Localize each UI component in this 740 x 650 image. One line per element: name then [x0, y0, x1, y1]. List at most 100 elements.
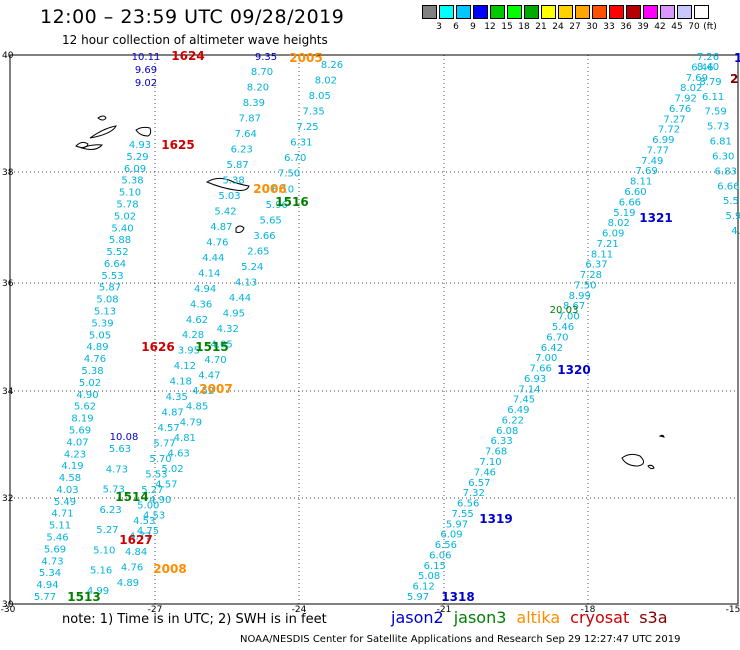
track-value-right: 7.00	[535, 353, 557, 364]
track-value-right-b: 6.81	[710, 137, 732, 148]
track-value-right-b: 5.5	[723, 196, 739, 207]
island-outline	[135, 126, 152, 137]
track-value-right: 7.66	[530, 364, 552, 375]
y-tick-label: 30	[2, 600, 14, 610]
track-value-mid-right: 6.70	[284, 153, 306, 164]
track-value-left-b: 4.73	[106, 464, 128, 475]
track-value-right-b: 8.79	[699, 77, 721, 88]
track-value-left: 5.49	[54, 497, 76, 508]
island-outline	[205, 177, 250, 191]
track-value-mid-right: 5.24	[241, 262, 263, 273]
track-value-left: 5.69	[44, 544, 66, 555]
track-value-left: 5.39	[91, 318, 113, 329]
colorbar-label: 33	[603, 22, 615, 32]
track-value-mid: 5.77	[153, 439, 175, 450]
track-value-mid-right: 4.05	[210, 340, 232, 351]
track-value-left: 5.62	[74, 402, 96, 413]
track-value-left: 5.38	[81, 366, 103, 377]
track-value-right: 8.99	[569, 291, 591, 302]
track-value-right: 5.08	[418, 571, 440, 582]
track-value-right: 7.26	[697, 52, 719, 63]
satellite-legend-item: jason2	[391, 608, 444, 627]
track-value-right: 6.56	[457, 499, 479, 510]
track-value-left: 4.73	[41, 556, 63, 567]
track-value-right-b: 5.9	[726, 211, 740, 222]
colorbar-label: 9	[470, 22, 476, 32]
track-value-right: 8.11	[630, 177, 652, 188]
track-value-right: 7.49	[641, 156, 663, 167]
track-value-right: 6.49	[507, 405, 529, 416]
track-value-left: 5.29	[126, 152, 148, 163]
colorbar-swatch	[694, 5, 709, 19]
track-value-left: 9.02	[135, 78, 157, 89]
track-value-mid: 4.44	[202, 253, 224, 264]
track-value-left-b: 5.10	[93, 545, 115, 556]
track-value-left: 5.53	[101, 271, 123, 282]
track-value-mid: 7.87	[239, 113, 261, 124]
track-value-mid-right: 4.90	[149, 495, 171, 506]
track-value-mid: 3.95	[178, 346, 200, 357]
track-value-left: 4.71	[51, 509, 73, 520]
track-value-left: 4.90	[76, 390, 98, 401]
track-value-mid-right: 4.47	[198, 371, 220, 382]
track-value-right: 7.77	[647, 145, 669, 156]
island-outline	[621, 453, 644, 467]
track-value-right: 6.56	[435, 540, 457, 551]
island-outline	[80, 144, 104, 150]
x-tick-label: -21	[437, 605, 452, 615]
colorbar-label: 18	[518, 22, 530, 32]
track-value-left-b: 5.63	[109, 444, 131, 455]
colorbar-swatch	[592, 5, 607, 19]
track-value-right: 6.08	[496, 426, 518, 437]
track-value-right-b: 6.66	[717, 181, 739, 192]
track-value-mid-right: 8.05	[309, 91, 331, 102]
track-value-right: 6.42	[541, 343, 563, 354]
y-tick-label: 38	[2, 168, 14, 178]
track-value-right: 6.09	[440, 530, 462, 541]
track-value-mid-right: 4.52	[192, 386, 214, 397]
track-value-mid-right: 4.79	[180, 417, 202, 428]
track-value-left: 5.69	[69, 425, 91, 436]
track-value-right: 7.72	[658, 125, 680, 136]
track-value-mid: 5.03	[218, 191, 240, 202]
colorbar-unit: (ft)	[703, 22, 717, 32]
pass-id-label: 1320	[557, 363, 590, 377]
colorbar-label: 27	[569, 22, 581, 32]
pass-id-label: 1626	[141, 340, 174, 354]
track-value-right: 7.92	[675, 94, 697, 105]
track-value-mid-right: 3.66	[253, 231, 275, 242]
x-tick-label: -18	[581, 605, 596, 615]
track-value-left-b: 6.23	[99, 505, 121, 516]
track-value-mid-right: 6.10	[272, 184, 294, 195]
track-value-left: 5.11	[49, 521, 71, 532]
track-value-left: 6.09	[124, 164, 146, 175]
track-value-mid: 4.14	[198, 268, 220, 279]
track-value-right: 6.76	[669, 104, 691, 115]
track-value-right: 6.93	[524, 374, 546, 385]
track-value-mid-right: 4.57	[155, 479, 177, 490]
colorbar-label: 30	[586, 22, 598, 32]
satellite-legend-item: altika	[516, 608, 561, 627]
colorbar-swatch	[660, 5, 675, 19]
units-note: note: 1) Time is in UTC; 2) SWH is in fe…	[62, 612, 327, 627]
track-value-left: 5.02	[79, 378, 101, 389]
pass-id-label-clipped: 2	[730, 72, 738, 86]
colorbar-swatch	[677, 5, 692, 19]
track-value-mid-right: 6.31	[290, 138, 312, 149]
track-value-mid-right: 4.13	[235, 277, 257, 288]
track-value-mid-right: 7.25	[296, 122, 318, 133]
track-value-mid: 5.27	[141, 485, 163, 496]
track-value-left: 5.10	[119, 188, 141, 199]
track-value-right-b: 7.59	[705, 107, 727, 118]
track-value-mid: 4.89	[117, 578, 139, 589]
x-tick-label: -30	[1, 605, 16, 615]
track-value-mid: 4.62	[186, 315, 208, 326]
track-value-left: 4.07	[66, 437, 88, 448]
track-value-mid-right: 4.81	[174, 433, 196, 444]
track-value-right: 7.32	[463, 488, 485, 499]
track-value-mid: 4.28	[182, 330, 204, 341]
colorbar-swatch	[422, 5, 437, 19]
track-value-mid: 7.64	[235, 129, 257, 140]
track-value-mid-right: 5.65	[260, 215, 282, 226]
track-value-right: 7.14	[518, 384, 540, 395]
